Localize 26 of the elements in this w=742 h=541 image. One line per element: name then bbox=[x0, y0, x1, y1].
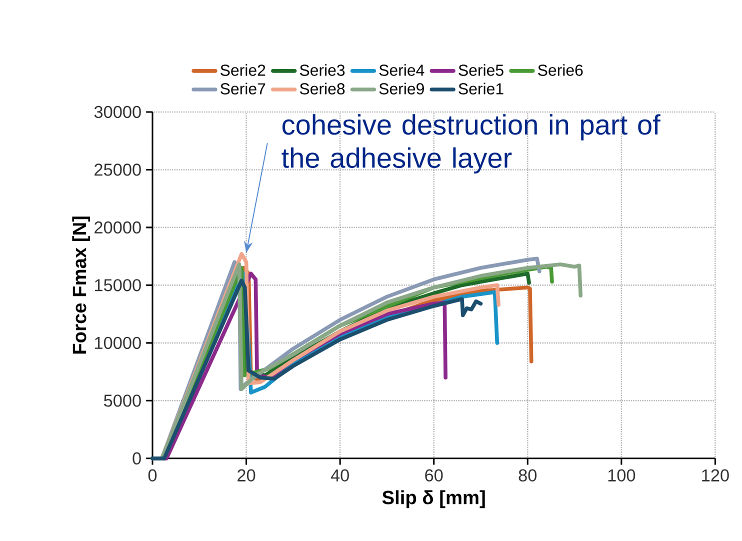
y-tick-label: 10000 bbox=[95, 336, 141, 350]
legend-label: Serie6 bbox=[538, 64, 583, 76]
legend-label: Serie2 bbox=[220, 64, 266, 76]
annotation: cohesive destruction in part of the adhesive layer bbox=[282, 114, 660, 174]
legend-label: Serie8 bbox=[300, 82, 345, 95]
x-tick-label: 60 bbox=[425, 469, 443, 482]
y-tick-label: 0 bbox=[132, 452, 141, 465]
y-tick-label: 15000 bbox=[95, 279, 141, 292]
legend-label: Serie3 bbox=[300, 64, 345, 76]
legend-label: Serie5 bbox=[458, 64, 504, 76]
legend-label: Serie1 bbox=[458, 82, 504, 95]
y-tick-label: 30000 bbox=[94, 106, 141, 118]
x-tick-label: 80 bbox=[518, 469, 537, 482]
x-tick-label: 120 bbox=[702, 469, 729, 482]
y-tick-label: 20000 bbox=[94, 221, 141, 234]
x-tick-label: 0 bbox=[148, 469, 157, 482]
x-tick-label: 40 bbox=[330, 469, 349, 482]
x-axis-title: Slip δ [mm] bbox=[382, 490, 485, 508]
x-tick-label: 20 bbox=[238, 469, 256, 482]
y-tick-label: 25000 bbox=[94, 164, 141, 176]
legend-label: Serie9 bbox=[379, 82, 424, 95]
legend-label: Serie7 bbox=[220, 82, 266, 95]
x-tick-label: 100 bbox=[608, 469, 636, 482]
y-tick-label: 5000 bbox=[104, 394, 141, 407]
legend-label: Serie4 bbox=[379, 64, 424, 76]
y-axis-title: Force Fmax [N] bbox=[72, 216, 90, 354]
